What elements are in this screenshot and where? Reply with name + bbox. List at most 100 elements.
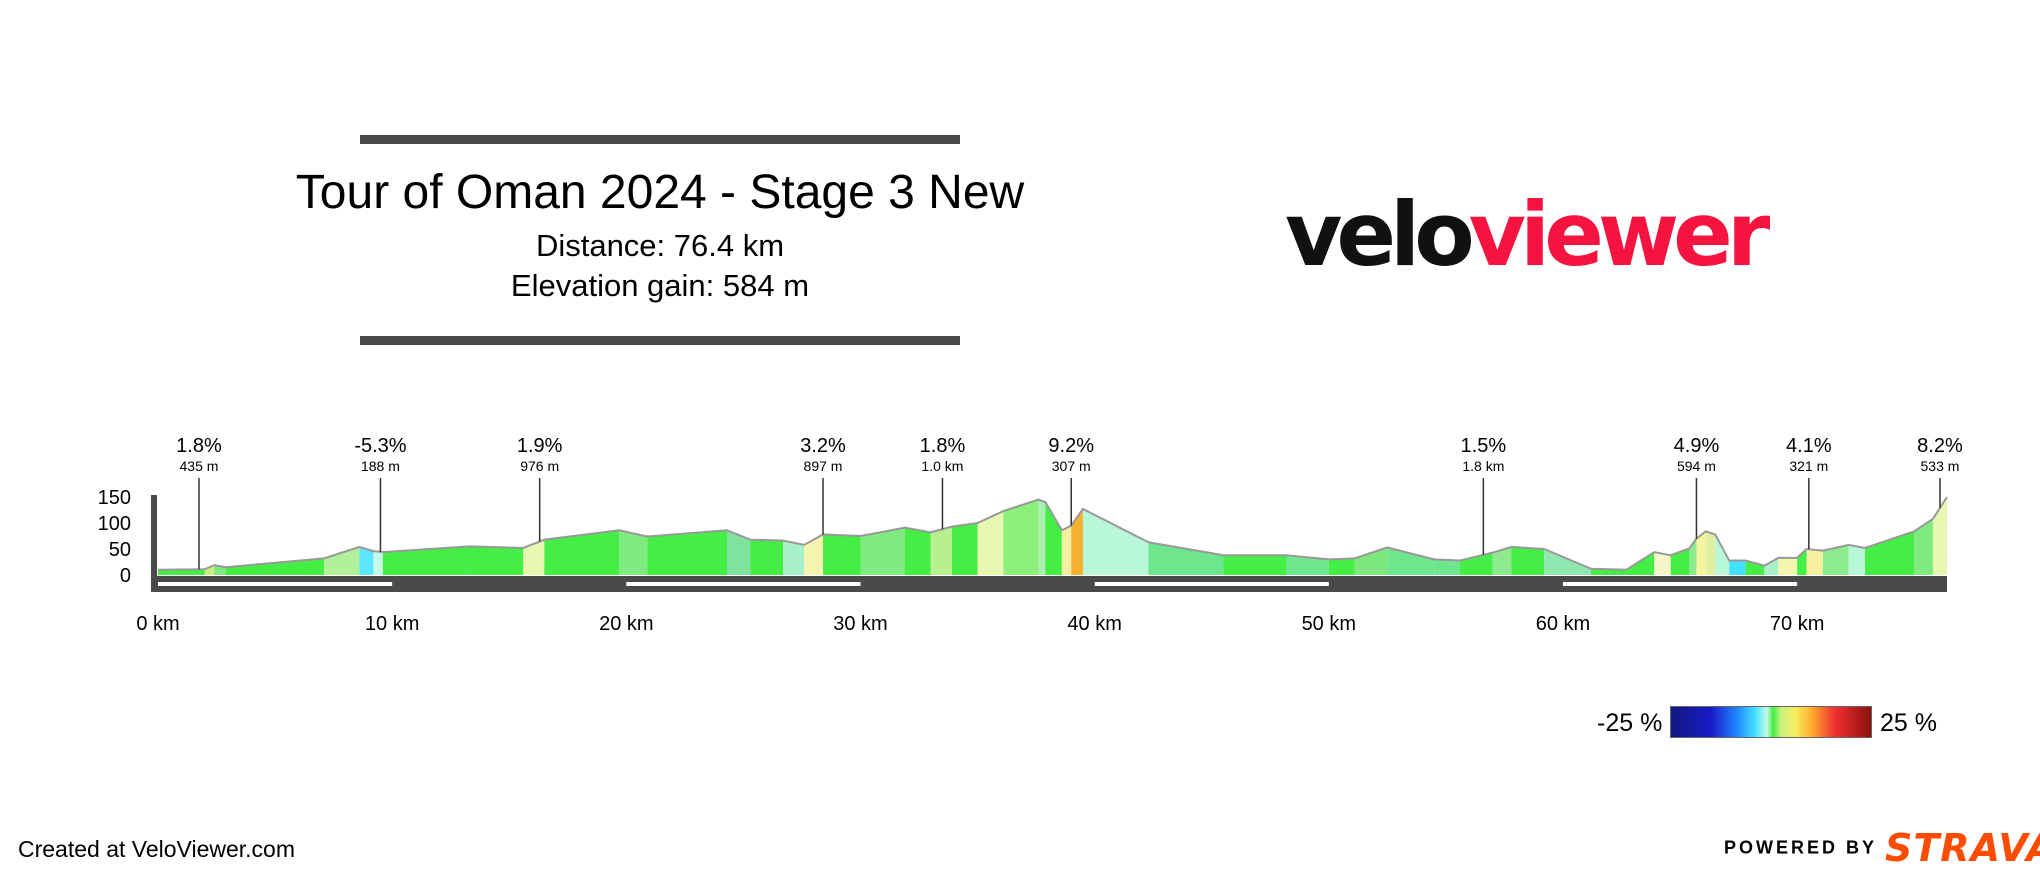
elevation-gain-label: Elevation gain: 584 m (510, 268, 810, 303)
profile-segment (1148, 542, 1224, 575)
climb-length-label: 435 m (180, 458, 219, 474)
strava-logo: STRAVA (1885, 826, 2040, 870)
x-tick-label: 0 km (136, 613, 179, 635)
profile-segment (382, 546, 470, 575)
profile-segment (1696, 531, 1706, 575)
created-at-credit: Created at VeloViewer.com (18, 836, 296, 862)
distance-scale-stripe (1562, 582, 1798, 586)
profile-segment (1038, 499, 1046, 575)
distance-label: Distance: 76.4 km (535, 228, 785, 263)
profile-segment (1914, 518, 1933, 575)
profile-segment (523, 539, 545, 575)
climb-length-label: 897 m (804, 458, 843, 474)
powered-by-label: POWERED BY (1724, 837, 1878, 858)
profile-outline (157, 496, 1948, 571)
profile-segment (1932, 497, 1947, 575)
climb-length-label: 1.8 km (1462, 458, 1504, 474)
profile-segment (783, 540, 805, 575)
y-tick-label: 100 (98, 513, 131, 535)
profile-segment (1061, 525, 1072, 575)
distance-scale-stripe (158, 582, 393, 586)
logo-viewer: viewer (1468, 183, 1771, 286)
gradient-legend-min: -25 % (1597, 709, 1663, 737)
profile-segment (1387, 547, 1435, 575)
profile-segment (1670, 548, 1690, 575)
profile-segment (225, 558, 325, 575)
climb-length-label: 1.0 km (921, 458, 963, 474)
profile-segment (324, 546, 360, 575)
header-rule-top (360, 135, 960, 144)
profile-segment (1071, 508, 1083, 575)
x-tick-label: 50 km (1302, 613, 1356, 635)
profile-segment (1745, 560, 1765, 575)
profile-segment (1459, 552, 1493, 575)
profile-segment (1544, 549, 1592, 575)
veloviewer-logo: veloviewer (1285, 180, 1771, 290)
climb-grade-label: 4.9% (1674, 435, 1720, 457)
profile-segment (1764, 557, 1779, 575)
profile-segment (1729, 560, 1746, 575)
profile-segment (1286, 555, 1329, 575)
profile-segment (647, 530, 728, 575)
profile-segment (544, 530, 620, 575)
x-tick-label: 40 km (1067, 613, 1121, 635)
climb-grade-label: 1.9% (517, 435, 563, 457)
profile-segment (977, 511, 1004, 575)
profile-segment (823, 534, 861, 575)
profile-segment (904, 527, 931, 575)
climb-length-label: 321 m (1789, 458, 1828, 474)
profile-segment (1223, 555, 1287, 575)
profile-segment (1511, 546, 1545, 575)
climb-grade-label: -5.3% (354, 435, 406, 457)
climb-grade-label: 8.2% (1917, 435, 1963, 457)
climb-grade-label: 1.8% (176, 435, 222, 457)
profile-segment (1778, 557, 1798, 575)
profile-segment (619, 530, 648, 575)
climb-grade-label: 3.2% (800, 435, 846, 457)
profile-segment (930, 526, 952, 575)
distance-scale-stripe (626, 582, 861, 586)
powered-by-strava: POWERED BY STRAVA (1724, 826, 2040, 870)
profile-segment (750, 539, 784, 575)
profile-segment (1045, 502, 1062, 575)
profile-segment (1354, 547, 1388, 575)
profile-segment (860, 527, 905, 575)
logo-velo: velo (1285, 183, 1475, 286)
climb-length-label: 188 m (361, 458, 400, 474)
profile-segment (1328, 558, 1355, 575)
profile-segment (727, 530, 751, 575)
climb-grade-label: 9.2% (1048, 435, 1094, 457)
climb-grade-label: 4.1% (1786, 435, 1832, 457)
climb-length-label: 976 m (520, 458, 559, 474)
profile-segment (1715, 534, 1730, 575)
profile-segment (469, 546, 524, 575)
y-tick-label: 50 (109, 539, 131, 561)
profile-segment (359, 546, 374, 575)
profile-segment (804, 534, 824, 575)
x-tick-label: 30 km (833, 613, 887, 635)
x-tick-label: 20 km (599, 613, 653, 635)
gradient-legend-bar (1670, 706, 1872, 738)
profile-segment (1705, 531, 1716, 575)
profile-segment (1654, 552, 1671, 575)
profile-segment (1492, 546, 1512, 575)
climb-length-label: 594 m (1677, 458, 1716, 474)
distance-scale-stripe (1094, 582, 1329, 586)
profile-segment (1434, 559, 1460, 575)
profile-segment (204, 565, 215, 575)
y-axis-line (151, 495, 157, 585)
header-rule-bottom (360, 336, 960, 345)
profile-segment (1806, 549, 1823, 575)
y-tick-label: 150 (98, 487, 131, 509)
climb-length-label: 533 m (1921, 458, 1960, 474)
climb-grade-label: 1.5% (1461, 435, 1507, 457)
x-tick-label: 60 km (1536, 613, 1590, 635)
stage-title: Tour of Oman 2024 - Stage 3 New (295, 166, 1025, 219)
profile-segment (1797, 549, 1807, 575)
profile-segment (1848, 544, 1866, 575)
profile-segment (951, 523, 978, 575)
climb-length-label: 307 m (1052, 458, 1091, 474)
profile-segment (1626, 552, 1655, 575)
profile-segment (158, 569, 205, 575)
